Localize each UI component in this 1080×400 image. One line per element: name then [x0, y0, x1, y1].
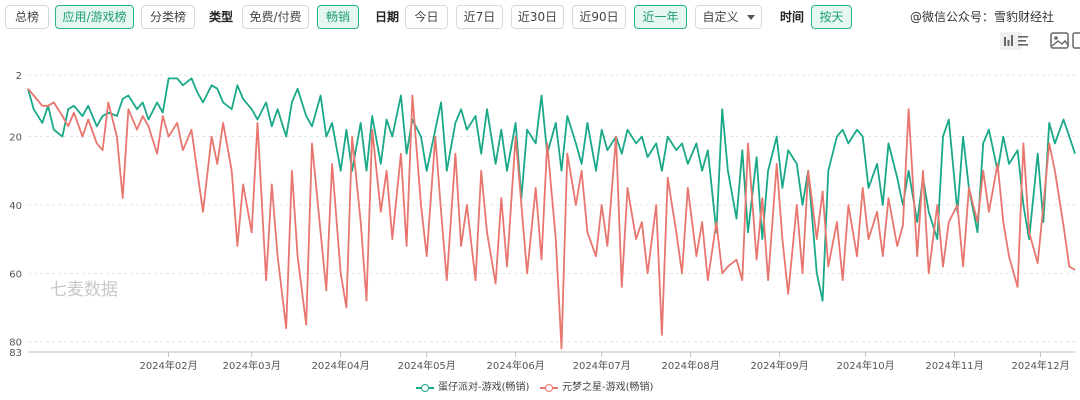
legend-label: 蛋仔派对-游戏(畅销) — [438, 382, 530, 393]
bar-chart-icon[interactable] — [1000, 32, 1022, 50]
date-today-button[interactable]: 今日 — [405, 5, 448, 29]
y-tick-label: 80 — [9, 338, 22, 349]
date-30d-button[interactable]: 近30日 — [511, 5, 564, 29]
date-90d-button[interactable]: 近90日 — [572, 5, 626, 29]
date-custom-dropdown[interactable]: 自定义 — [695, 5, 762, 29]
time-label: 时间 — [780, 10, 805, 24]
x-tick-label: 2024年11月 — [925, 359, 983, 372]
x-tick-label: 2024年02月 — [139, 359, 197, 372]
qimai-watermark: 七麦数据 — [50, 280, 118, 299]
chevron-down-icon — [746, 15, 755, 20]
tab-app-game-rank[interactable]: 应用/游戏榜 — [55, 5, 134, 29]
filter-toolbar: 总榜 应用/游戏榜 分类榜 类型 免费/付费 畅销 日期 今日 近7日 近30日… — [0, 0, 1080, 36]
x-tick-label: 2024年03月 — [223, 359, 281, 372]
y-tick-label: 20 — [9, 133, 22, 144]
legend-label: 元梦之星-游戏(畅销) — [562, 382, 654, 393]
type-label: 类型 — [209, 10, 234, 24]
series-line-dream-star — [27, 88, 1076, 350]
date-custom-label: 自定义 — [702, 10, 739, 24]
wechat-watermark: @微信公众号：雪豹财经社 — [910, 10, 1055, 24]
y-tick-label: 60 — [9, 269, 22, 280]
date-1y-button[interactable]: 近一年 — [634, 5, 687, 29]
type-grossing-button[interactable]: 畅销 — [317, 5, 359, 29]
legend-dot-marker — [545, 384, 553, 392]
y-tick-label: 40 — [9, 201, 22, 212]
date-7d-button[interactable]: 近7日 — [456, 5, 503, 29]
image-icon[interactable] — [1049, 32, 1071, 50]
date-label: 日期 — [375, 10, 400, 24]
x-tick-label: 2024年12月 — [1011, 359, 1069, 372]
series-line-eggy-party — [27, 77, 1076, 302]
legend-dot-marker — [421, 384, 429, 392]
x-tick-label: 2024年04月 — [312, 359, 370, 372]
tab-category-rank[interactable]: 分类榜 — [141, 5, 195, 29]
chart-legend: 蛋仔派对-游戏(畅销) 元梦之星-游戏(畅销) — [0, 380, 1080, 396]
x-tick-label: 2024年07月 — [573, 359, 631, 372]
y-tick-label: 2 — [16, 71, 22, 82]
type-free-paid-button[interactable]: 免费/付费 — [242, 5, 309, 29]
time-daily-button[interactable]: 按天 — [811, 5, 852, 29]
x-tick-label: 2024年08月 — [662, 359, 720, 372]
list-icon[interactable] — [1016, 32, 1038, 50]
y-tick-label: 83 — [9, 348, 22, 359]
expand-icon[interactable] — [1072, 32, 1080, 50]
tab-overall-rank[interactable]: 总榜 — [5, 5, 49, 29]
x-tick-label: 2024年10月 — [837, 359, 895, 372]
x-tick-label: 2024年06月 — [487, 359, 545, 372]
x-tick-label: 2024年05月 — [398, 359, 456, 372]
x-tick-label: 2024年09月 — [750, 359, 808, 372]
